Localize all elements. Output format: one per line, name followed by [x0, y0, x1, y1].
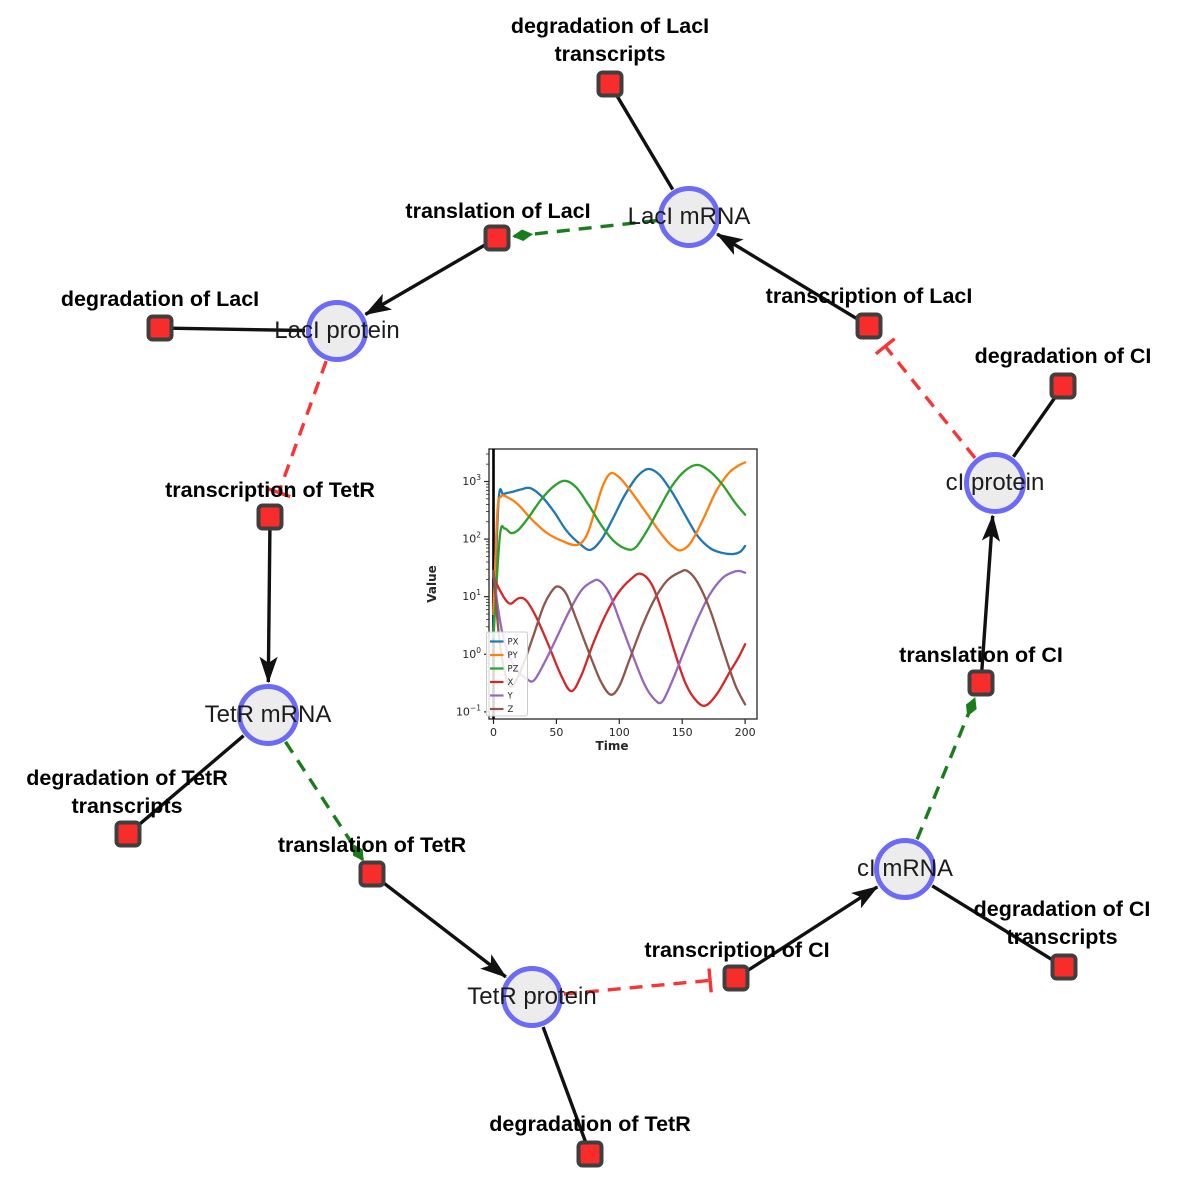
edge-production-translation_laci-laci_protein: [364, 242, 488, 316]
edge-consumption-tetr_mrna-deg_tetr_tx: [129, 734, 245, 834]
edge-inhibition-ci_protein-transcription_laci: [883, 345, 977, 460]
edge-modifier-tetr_mrna-translation_tetr: [284, 740, 365, 862]
edge-production-translation_tetr-tetr_protein: [380, 879, 507, 979]
edge-consumption-ci_protein-deg_ci: [1012, 387, 1063, 458]
edge-inhibition-tetr_protein-transcription_ci: [563, 978, 711, 996]
inhibitor-tbar-tetr_protein-transcription_ci: [707, 968, 713, 993]
edge-production-transcription_tetr-tetr_mrna: [259, 528, 278, 684]
edge-inhibition-laci_protein-transcription_tetr: [277, 360, 328, 494]
edge-production-transcription_laci-laci_mrna: [716, 232, 860, 322]
inhibitor-tbar-ci_protein-transcription_laci: [874, 337, 896, 356]
inhibitor-tbar-laci_protein-transcription_tetr: [266, 486, 291, 499]
edge-production-transcription_ci-ci_mrna: [745, 885, 879, 973]
edge-modifier-laci_mrna-translation_laci: [512, 218, 658, 241]
edge-modifier-ci_mrna-translation_ci: [915, 697, 977, 841]
edge-production-translation_ci-ci_protein: [980, 514, 1001, 672]
edge-consumption-ci_mrna-deg_ci_tx: [931, 884, 1063, 967]
edge-consumption-tetr_protein-deg_tetr: [541, 1026, 591, 1152]
edge-consumption-laci_protein-deg_laci: [162, 326, 306, 333]
edge-consumption-laci_mrna-deg_laci_tx: [610, 85, 675, 191]
